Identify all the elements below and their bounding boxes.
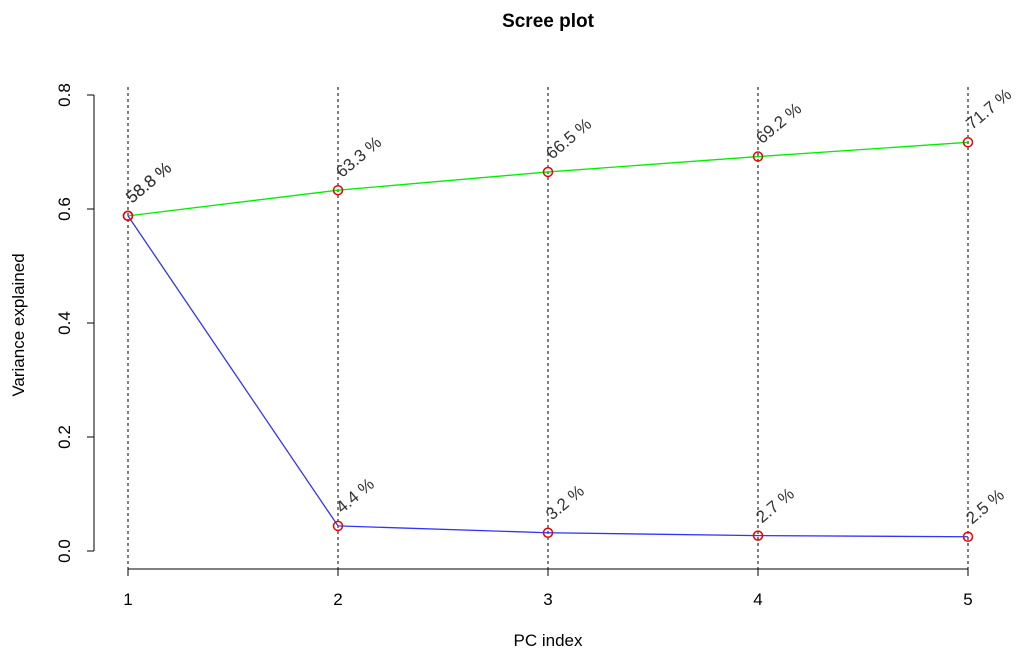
data-label-s2-1: 58.8 % <box>122 158 175 207</box>
x-tick-label: 5 <box>963 590 972 609</box>
data-label-s2-2: 4.4 % <box>332 474 378 517</box>
data-label-s1-2: 63.3 % <box>332 133 385 182</box>
data-point-s1-2 <box>332 184 344 196</box>
x-tick-label: 3 <box>543 590 552 609</box>
data-label-s2-4: 2.7 % <box>752 484 798 527</box>
data-point-s2-4 <box>752 530 764 541</box>
data-label-s1-4: 69.2 % <box>752 99 805 148</box>
plot-area: 1 2 3 4 5 0.0 0.2 0.4 0.6 0.8 58.8 % 63.3 % 66.5 % 69… <box>55 83 1015 609</box>
chart-title: Scree plot <box>502 11 595 32</box>
y-tick-label: 0.6 <box>55 197 74 221</box>
data-point-s1-3 <box>542 166 554 178</box>
data-point-s2-2 <box>332 520 344 532</box>
data-point-s2-1 <box>122 210 134 222</box>
y-axis-label: Variance explained <box>9 253 28 396</box>
data-label-s2-3: 3.2 % <box>542 481 588 524</box>
y-tick-label: 0.0 <box>55 539 74 563</box>
x-tick-label: 1 <box>123 590 132 609</box>
x-axis-label: PC index <box>514 631 583 650</box>
x-tick-label: 4 <box>753 590 762 609</box>
series-line-2 <box>127 215 969 538</box>
y-tick-label: 0.2 <box>55 425 74 449</box>
data-point-s1-4 <box>752 151 764 162</box>
data-label-s1-3: 66.5 % <box>542 114 595 163</box>
data-point-s1-5 <box>962 137 974 148</box>
data-point-s2-5 <box>962 531 974 542</box>
series-line-1 <box>127 141 969 217</box>
data-point-s2-3 <box>542 527 554 539</box>
data-label-s1-5: 71.7 % <box>962 85 1015 134</box>
y-tick-label: 0.8 <box>55 83 74 107</box>
data-label-s2-5: 2.5 % <box>962 485 1008 528</box>
x-tick-label: 2 <box>333 590 342 609</box>
y-tick-label: 0.4 <box>55 311 74 335</box>
